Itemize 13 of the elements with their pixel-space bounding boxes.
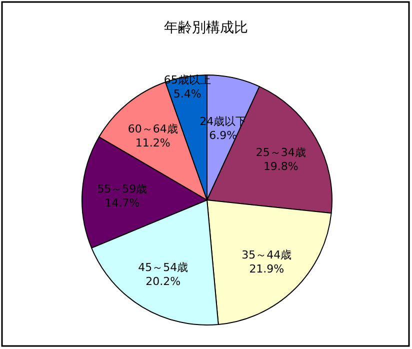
data-label: 5.4% xyxy=(173,87,202,100)
data-label: 6.9% xyxy=(209,128,238,142)
slice-label: 35～44歳 xyxy=(242,248,292,262)
chart-title: 年齢別構成比 xyxy=(164,20,248,36)
data-label: 19.8% xyxy=(263,160,298,174)
slice-label: 25～34歳 xyxy=(256,146,306,160)
slice-label: 55～59歳 xyxy=(97,182,148,196)
data-label: 11.2% xyxy=(135,136,170,150)
slice-label: 45～54歳 xyxy=(138,260,188,274)
data-label: 20.2% xyxy=(146,274,181,288)
data-label: 14.7% xyxy=(104,196,140,210)
data-label: 21.9% xyxy=(249,262,284,276)
slice-label: 60～64歳 xyxy=(128,122,178,136)
